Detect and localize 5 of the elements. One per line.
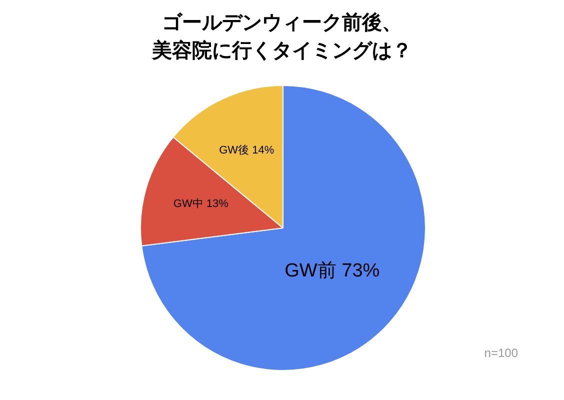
slice-label: GW中 13% xyxy=(173,197,229,210)
slice-label: GW後 14% xyxy=(219,144,274,157)
slice-label: GW前 73% xyxy=(284,260,380,282)
chart-title: ゴールデンウィーク前後、美容院に行くタイミングは？ xyxy=(150,9,413,64)
text: n=100 xyxy=(484,346,518,360)
